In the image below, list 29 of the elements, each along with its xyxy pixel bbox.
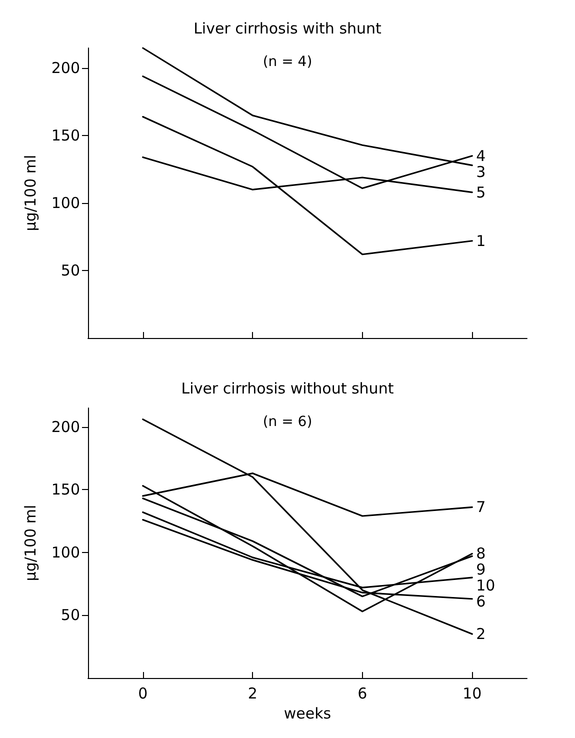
- series-label: 5: [476, 183, 486, 202]
- y-tick-label: 150: [51, 126, 80, 145]
- x-tick-label: 0: [138, 684, 148, 702]
- series-label: 9: [476, 560, 486, 579]
- series-label: 10: [476, 576, 496, 595]
- series-label: 1: [476, 232, 486, 250]
- series-label: 6: [476, 592, 486, 611]
- series-label: 2: [476, 625, 486, 644]
- y-tick-label: 50: [60, 606, 80, 624]
- x-axis-title: weeks: [284, 704, 332, 722]
- chart-subtitle: (n = 4): [262, 54, 312, 70]
- y-axis-title: μg/100 ml: [22, 504, 40, 582]
- x-tick-label: 10: [462, 684, 482, 702]
- y-tick-label: 200: [51, 418, 80, 436]
- chart-subtitle: (n = 6): [262, 414, 312, 430]
- x-tick-label: 2: [248, 684, 258, 702]
- y-tick-label: 100: [51, 543, 80, 562]
- series-label: 7: [476, 498, 486, 516]
- y-tick-label: 150: [51, 480, 80, 499]
- y-tick-label: 200: [51, 59, 80, 78]
- series-label: 4: [476, 146, 486, 165]
- x-tick-label: 6: [358, 684, 368, 702]
- y-tick-label: 100: [51, 194, 80, 212]
- y-tick-label: 50: [60, 262, 80, 280]
- y-axis-title: μg/100 ml: [22, 154, 40, 232]
- chart-title: Liver cirrhosis with shunt: [194, 20, 382, 38]
- series-label: 3: [476, 162, 486, 181]
- chart-title: Liver cirrhosis without shunt: [181, 380, 394, 398]
- series-label: 8: [476, 544, 486, 563]
